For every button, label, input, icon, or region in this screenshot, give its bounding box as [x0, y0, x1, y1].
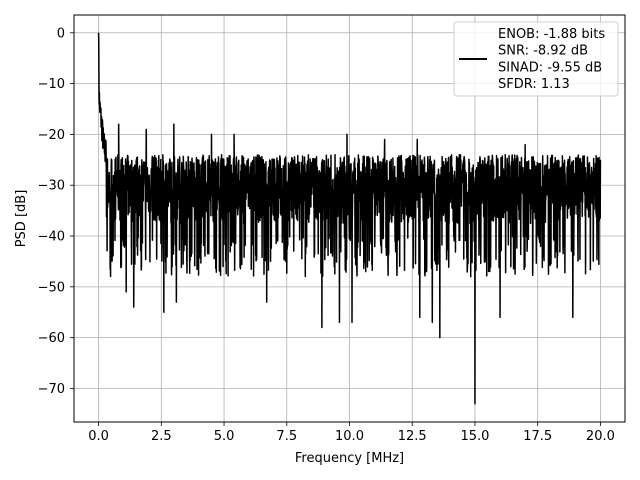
x-axis: 0.0 2.5 5.0 7.5 10.0 12.5 15.0 17.5 20.0 [88, 422, 615, 444]
y-tick-label: 0 [57, 26, 65, 41]
y-tick-label: −10 [38, 77, 65, 92]
legend-entry-line: SNR: -8.92 dB [498, 44, 588, 59]
x-axis-label: Frequency [MHz] [295, 451, 404, 466]
legend-box [453, 21, 619, 97]
y-tick-label: −40 [38, 230, 65, 245]
legend-entry-line: ENOB: -1.88 bits [498, 27, 605, 42]
x-tick-label: 7.5 [276, 429, 297, 444]
y-tick-label: −20 [38, 128, 65, 143]
series-layer [97, 32, 602, 405]
y-axis: 0 −10 −20 −30 −40 −50 −60 −70 [38, 26, 74, 397]
legend-entry-line: SFDR: 1.13 [498, 77, 570, 92]
x-tick-label: 15.0 [460, 429, 489, 444]
x-tick-label: 0.0 [88, 429, 109, 444]
x-tick-label: 20.0 [586, 429, 615, 444]
x-tick-label: 12.5 [398, 429, 427, 444]
y-tick-label: −60 [38, 331, 65, 346]
y-tick-label: −30 [38, 179, 65, 194]
legend-entry-line: SINAD: -9.55 dB [498, 60, 602, 75]
x-tick-label: 2.5 [151, 429, 172, 444]
y-axis-label: PSD [dB] [14, 190, 29, 248]
psd-series-line [97, 32, 602, 405]
x-tick-label: 10.0 [335, 429, 364, 444]
x-tick-label: 17.5 [523, 429, 552, 444]
y-tick-label: −70 [38, 382, 65, 397]
x-tick-label: 5.0 [214, 429, 235, 444]
y-tick-label: −50 [38, 280, 65, 295]
